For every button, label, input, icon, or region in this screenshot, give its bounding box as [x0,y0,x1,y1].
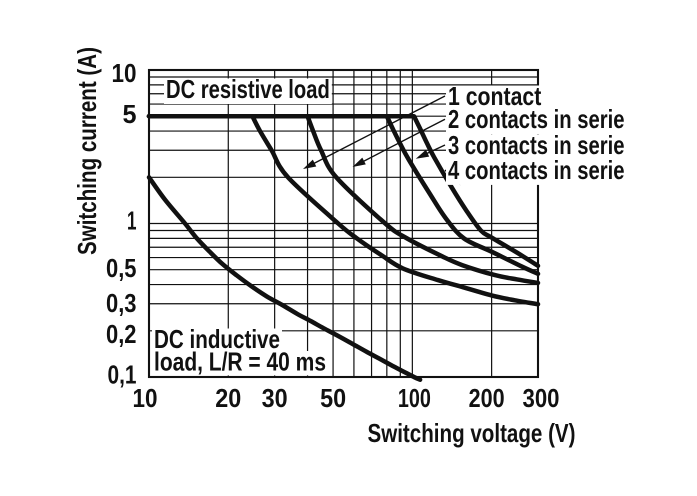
x-tick-label-200: 200 [469,383,505,413]
x-tick-label-10: 10 [133,383,158,413]
x-tick-label-300: 300 [523,383,560,413]
dc-resistive-load-label: DC resistive load [164,74,332,104]
label-2-contacts: 2 contacts in serie [446,104,627,135]
curve-2-contacts-in-serie [146,113,541,286]
dc-inductive-load-label-mask [152,328,282,351]
label-1-contact-mask [446,85,544,111]
label-2-contacts-mask [446,108,627,135]
label-3-contacts: 3 contacts in serie [446,130,627,160]
x-tick-label-50: 50 [320,383,346,413]
y-tick-label-5: 5 [123,99,137,129]
y-tick-label-1: 1 [127,205,137,235]
label-2-contacts-text: 2 contacts in serie [448,104,625,134]
arrowhead-label-3-contacts [415,149,430,159]
curve-dc-inductive-load [146,175,423,382]
y-axis-title: Switching current (A) [72,47,102,255]
y-tick-label-0_1: 0,1 [108,359,137,389]
curve-1-contact [146,113,541,307]
label-3-contacts-text: 3 contacts in serie [448,130,625,160]
x-tick-label-100: 100 [398,383,431,413]
curve-3-contacts-in-serie [146,113,541,277]
frame-layer [147,68,540,379]
arrowhead-label-2-contacts [352,157,366,167]
curves-layer [146,113,541,382]
plot-frame [147,68,540,379]
curve-4-contacts-in-serie [146,113,541,269]
label-4-contacts-text: 4 contacts in serie [448,155,625,185]
dc-inductive-load-label-text: load, L/R = 40 ms [154,347,326,377]
leaders-layer [303,95,461,186]
x-tick-label-20: 20 [215,383,241,413]
y-tick-label-0_2: 0,2 [106,319,137,349]
leader-label-2-contacts [361,118,446,163]
label-3-contacts-mask [446,134,627,160]
x-tick-label-30: 30 [262,383,288,413]
label-4-contacts-mask [446,159,627,185]
dc-inductive-load-label-text: DC inductive [154,324,280,354]
y-tick-label-10: 10 [112,58,137,88]
dc-resistive-load-label-mask [164,78,332,104]
arrowhead-label-1-contact [303,159,317,169]
dc-inductive-load-label-mask [152,351,328,376]
y-tick-label-0_5: 0,5 [106,253,137,283]
label-4-contacts: 4 contacts in serie [446,155,627,185]
leader-label-3-contacts [425,144,446,155]
label-1-contact: 1 contact [446,81,544,111]
leader-label-1-contact [312,95,446,165]
dc-resistive-load-label-text: DC resistive load [166,74,330,104]
x-axis-title: Switching voltage (V) [368,418,576,448]
label-1-contact-text: 1 contact [448,81,542,111]
y-tick-label-0_3: 0,3 [106,288,137,318]
